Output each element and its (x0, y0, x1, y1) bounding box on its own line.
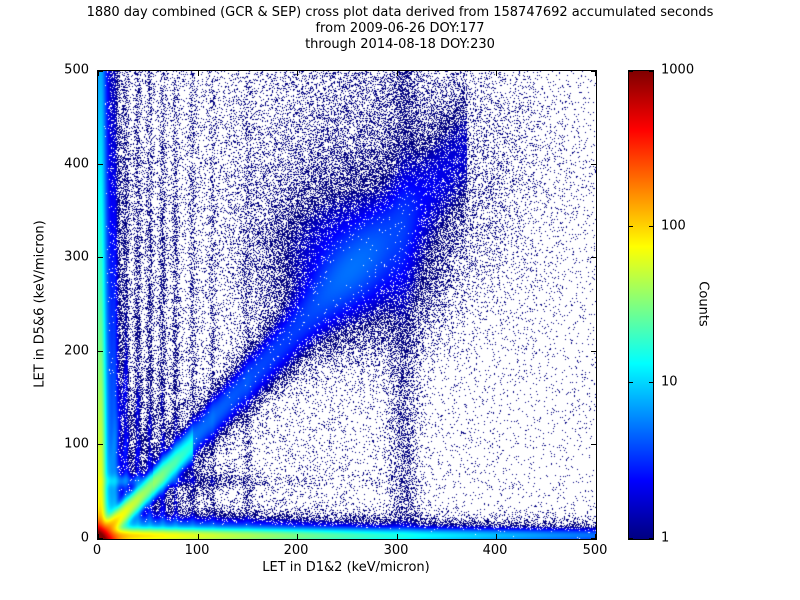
y-tick-mark (98, 71, 103, 72)
x-tick-mark (397, 71, 398, 76)
x-tick-mark (397, 534, 398, 539)
y-tick-label: 300 (64, 249, 89, 265)
colorbar-tick-mark (649, 382, 653, 383)
x-tick-mark (297, 534, 298, 539)
y-tick-label: 400 (64, 156, 89, 172)
y-tick-mark (98, 164, 103, 165)
x-tick-mark (595, 71, 596, 76)
colorbar-tick-mark (629, 226, 633, 227)
y-tick-mark (98, 257, 103, 258)
colorbar-tick-mark (649, 71, 653, 72)
x-axis-label: LET in D1&2 (keV/micron) (262, 560, 430, 575)
y-tick-label: 200 (64, 343, 89, 359)
y-tick-label: 0 (80, 530, 89, 546)
colorbar-tick-label: 1000 (661, 62, 695, 78)
chart-subtitle-from: from 2009-06-26 DOY:177 (315, 21, 485, 36)
plot-canvas (98, 71, 596, 539)
colorbar-tick-label: 1 (661, 530, 670, 546)
colorbar-label: Counts (695, 281, 711, 327)
x-tick-label: 100 (184, 543, 210, 558)
colorbar-tick-label: 10 (661, 374, 678, 390)
x-tick-label: 500 (582, 543, 608, 558)
y-tick-mark (98, 351, 103, 352)
y-tick-mark (591, 164, 596, 165)
y-axis-label: LET in D5&6 (keV/micron) (32, 220, 48, 388)
y-tick-mark (98, 538, 103, 539)
x-tick-mark (496, 534, 497, 539)
colorbar-tick-mark (649, 538, 653, 539)
y-tick-mark (591, 71, 596, 72)
colorbar-tick-mark (629, 71, 633, 72)
colorbar-tick-mark (629, 382, 633, 383)
x-tick-mark (98, 534, 99, 539)
x-tick-mark (595, 534, 596, 539)
x-tick-label: 400 (482, 543, 508, 558)
x-tick-label: 200 (283, 543, 309, 558)
y-tick-label: 500 (64, 62, 89, 78)
x-tick-mark (98, 71, 99, 76)
x-tick-label: 0 (92, 543, 102, 558)
y-tick-mark (591, 257, 596, 258)
y-tick-mark (98, 444, 103, 445)
x-tick-mark (496, 71, 497, 76)
plot-area (97, 70, 597, 540)
y-tick-mark (591, 351, 596, 352)
x-tick-label: 300 (383, 543, 409, 558)
colorbar-tick-mark (629, 538, 633, 539)
colorbar (628, 70, 654, 540)
colorbar-tick-label: 100 (661, 218, 686, 234)
x-tick-mark (297, 71, 298, 76)
y-tick-mark (591, 444, 596, 445)
x-tick-mark (198, 71, 199, 76)
y-tick-label: 100 (64, 436, 89, 452)
title-block: 1880 day combined (GCR & SEP) cross plot… (0, 5, 800, 53)
x-tick-mark (198, 534, 199, 539)
chart-subtitle-through: through 2014-08-18 DOY:230 (305, 37, 495, 52)
y-tick-mark (591, 538, 596, 539)
chart-title: 1880 day combined (GCR & SEP) cross plot… (86, 5, 714, 20)
colorbar-tick-mark (649, 226, 653, 227)
